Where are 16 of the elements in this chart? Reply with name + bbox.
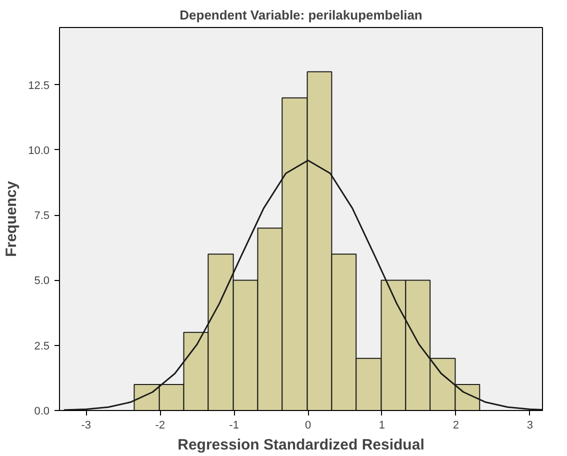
x-tick-label: 0 bbox=[304, 420, 312, 432]
x-axis-title: Regression Standardized Residual bbox=[178, 436, 424, 454]
y-axis-title: Frequency bbox=[3, 180, 20, 257]
x-tick-label: 1 bbox=[378, 420, 386, 432]
y-tick-label: 2.5 bbox=[34, 340, 50, 352]
x-tick-label: -2 bbox=[155, 420, 165, 432]
y-tick-label: 0.0 bbox=[34, 406, 50, 418]
y-tick-label: 5.0 bbox=[34, 275, 50, 288]
x-tick-label: -1 bbox=[229, 420, 239, 432]
x-tick-label: 3 bbox=[526, 420, 533, 432]
y-tick-label: 10.0 bbox=[28, 144, 50, 157]
chart-title: Dependent Variable: perilakupembelian bbox=[180, 8, 422, 22]
y-tick-label: 12.5 bbox=[28, 80, 50, 92]
y-tick-label: 7.5 bbox=[34, 210, 50, 222]
x-tick-label: -3 bbox=[81, 420, 92, 432]
x-tick-label: 2 bbox=[452, 420, 460, 432]
